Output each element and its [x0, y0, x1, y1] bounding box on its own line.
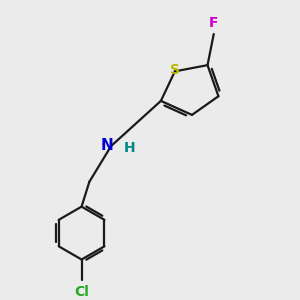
Text: N: N: [101, 139, 114, 154]
Text: H: H: [124, 142, 136, 155]
Text: Cl: Cl: [74, 285, 89, 299]
Text: F: F: [209, 16, 218, 30]
Text: S: S: [170, 63, 180, 77]
